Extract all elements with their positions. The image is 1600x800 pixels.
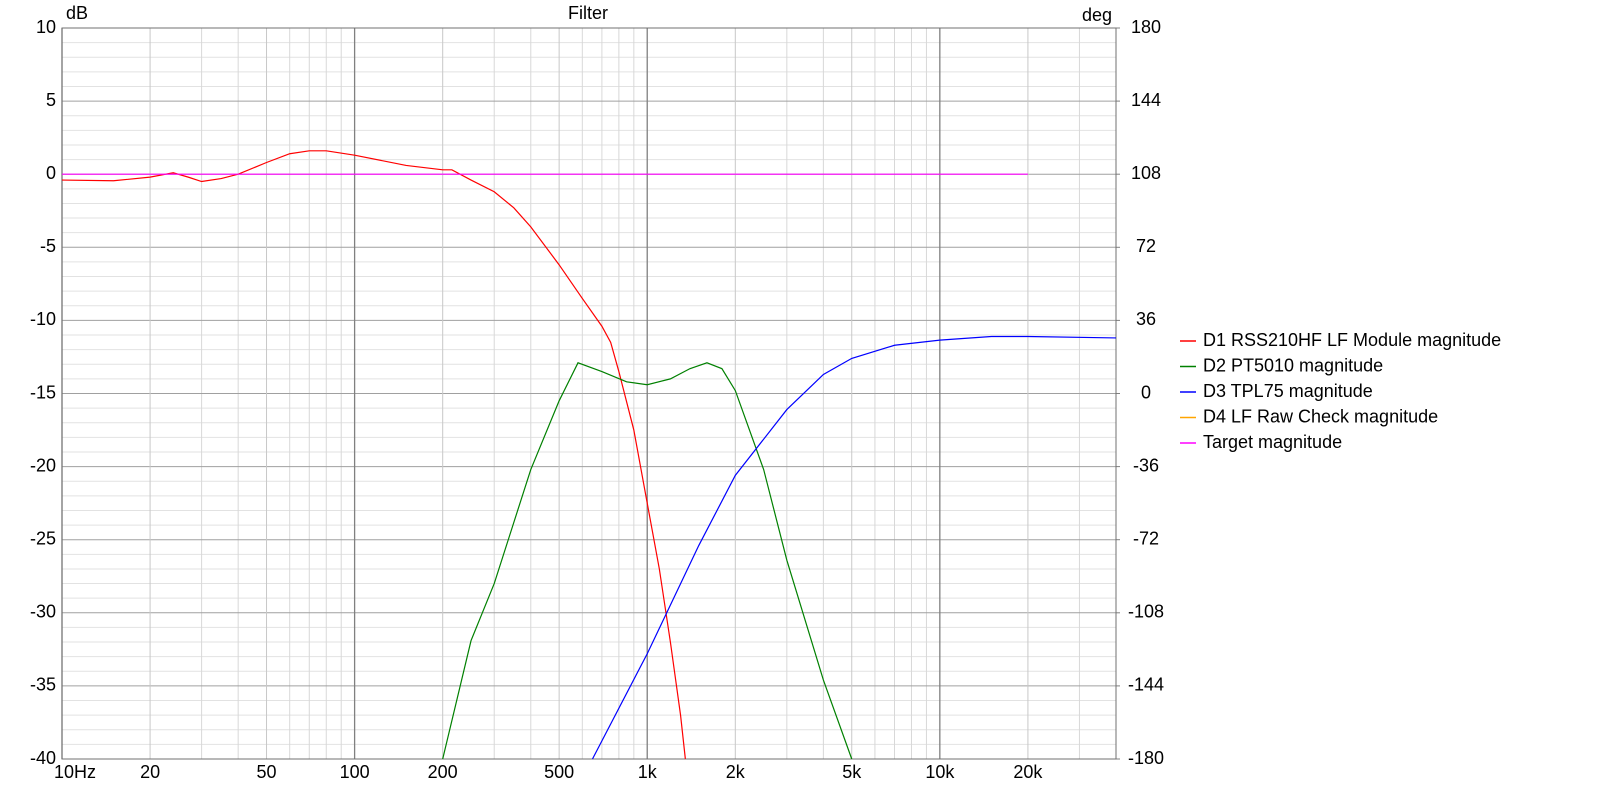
legend-label: D2 PT5010 magnitude bbox=[1203, 355, 1383, 375]
y2-tick-label: 144 bbox=[1131, 90, 1161, 110]
series-line bbox=[591, 335, 1117, 760]
y2-tick-label: 72 bbox=[1136, 236, 1156, 256]
y2-tick-label: 108 bbox=[1131, 163, 1161, 183]
y2-tick-label: 36 bbox=[1136, 309, 1156, 329]
y-tick-label: 0 bbox=[46, 163, 56, 183]
y2-tick-label: -72 bbox=[1133, 528, 1159, 548]
y-tick-label: -30 bbox=[30, 602, 56, 622]
x-tick-label: 100 bbox=[340, 762, 370, 782]
x-tick-label: 20k bbox=[1013, 762, 1043, 782]
x-tick-label: 1k bbox=[638, 762, 658, 782]
legend-label: Target magnitude bbox=[1203, 432, 1342, 452]
y2-tick-label: -36 bbox=[1133, 455, 1159, 475]
x-tick-label: 500 bbox=[544, 762, 574, 782]
y2-tick-label: 0 bbox=[1141, 382, 1151, 402]
y2-tick-label: -180 bbox=[1128, 748, 1164, 768]
x-tick-label: 50 bbox=[257, 762, 277, 782]
series-line bbox=[442, 362, 853, 760]
y-tick-label: -15 bbox=[30, 382, 56, 402]
x-tick-label: 2k bbox=[726, 762, 746, 782]
y-tick-label: 10 bbox=[36, 17, 56, 37]
legend-label: D4 LF Raw Check magnitude bbox=[1203, 406, 1438, 426]
y-tick-label: -10 bbox=[30, 309, 56, 329]
legend-label: D3 TPL75 magnitude bbox=[1203, 381, 1373, 401]
y-tick-label: 5 bbox=[46, 90, 56, 110]
y-tick-label: -5 bbox=[40, 236, 56, 256]
y-tick-label: -20 bbox=[30, 455, 56, 475]
y2-tick-label: -108 bbox=[1128, 602, 1164, 622]
x-tick-label: 10Hz bbox=[54, 762, 96, 782]
y-tick-label: -40 bbox=[30, 748, 56, 768]
y-axis-label: dB bbox=[66, 3, 88, 23]
x-tick-label: 5k bbox=[842, 762, 862, 782]
x-tick-label: 200 bbox=[428, 762, 458, 782]
y-tick-label: -35 bbox=[30, 675, 56, 695]
series-line bbox=[61, 150, 686, 760]
x-tick-label: 20 bbox=[140, 762, 160, 782]
chart-title: Filter bbox=[568, 3, 608, 23]
y2-tick-label: -144 bbox=[1128, 675, 1164, 695]
y-tick-label: -25 bbox=[30, 528, 56, 548]
y2-tick-label: 180 bbox=[1131, 17, 1161, 37]
x-tick-label: 10k bbox=[925, 762, 955, 782]
y2-axis-label: deg bbox=[1082, 5, 1112, 25]
plot-frame bbox=[61, 27, 1117, 760]
legend-label: D1 RSS210HF LF Module magnitude bbox=[1203, 330, 1501, 350]
